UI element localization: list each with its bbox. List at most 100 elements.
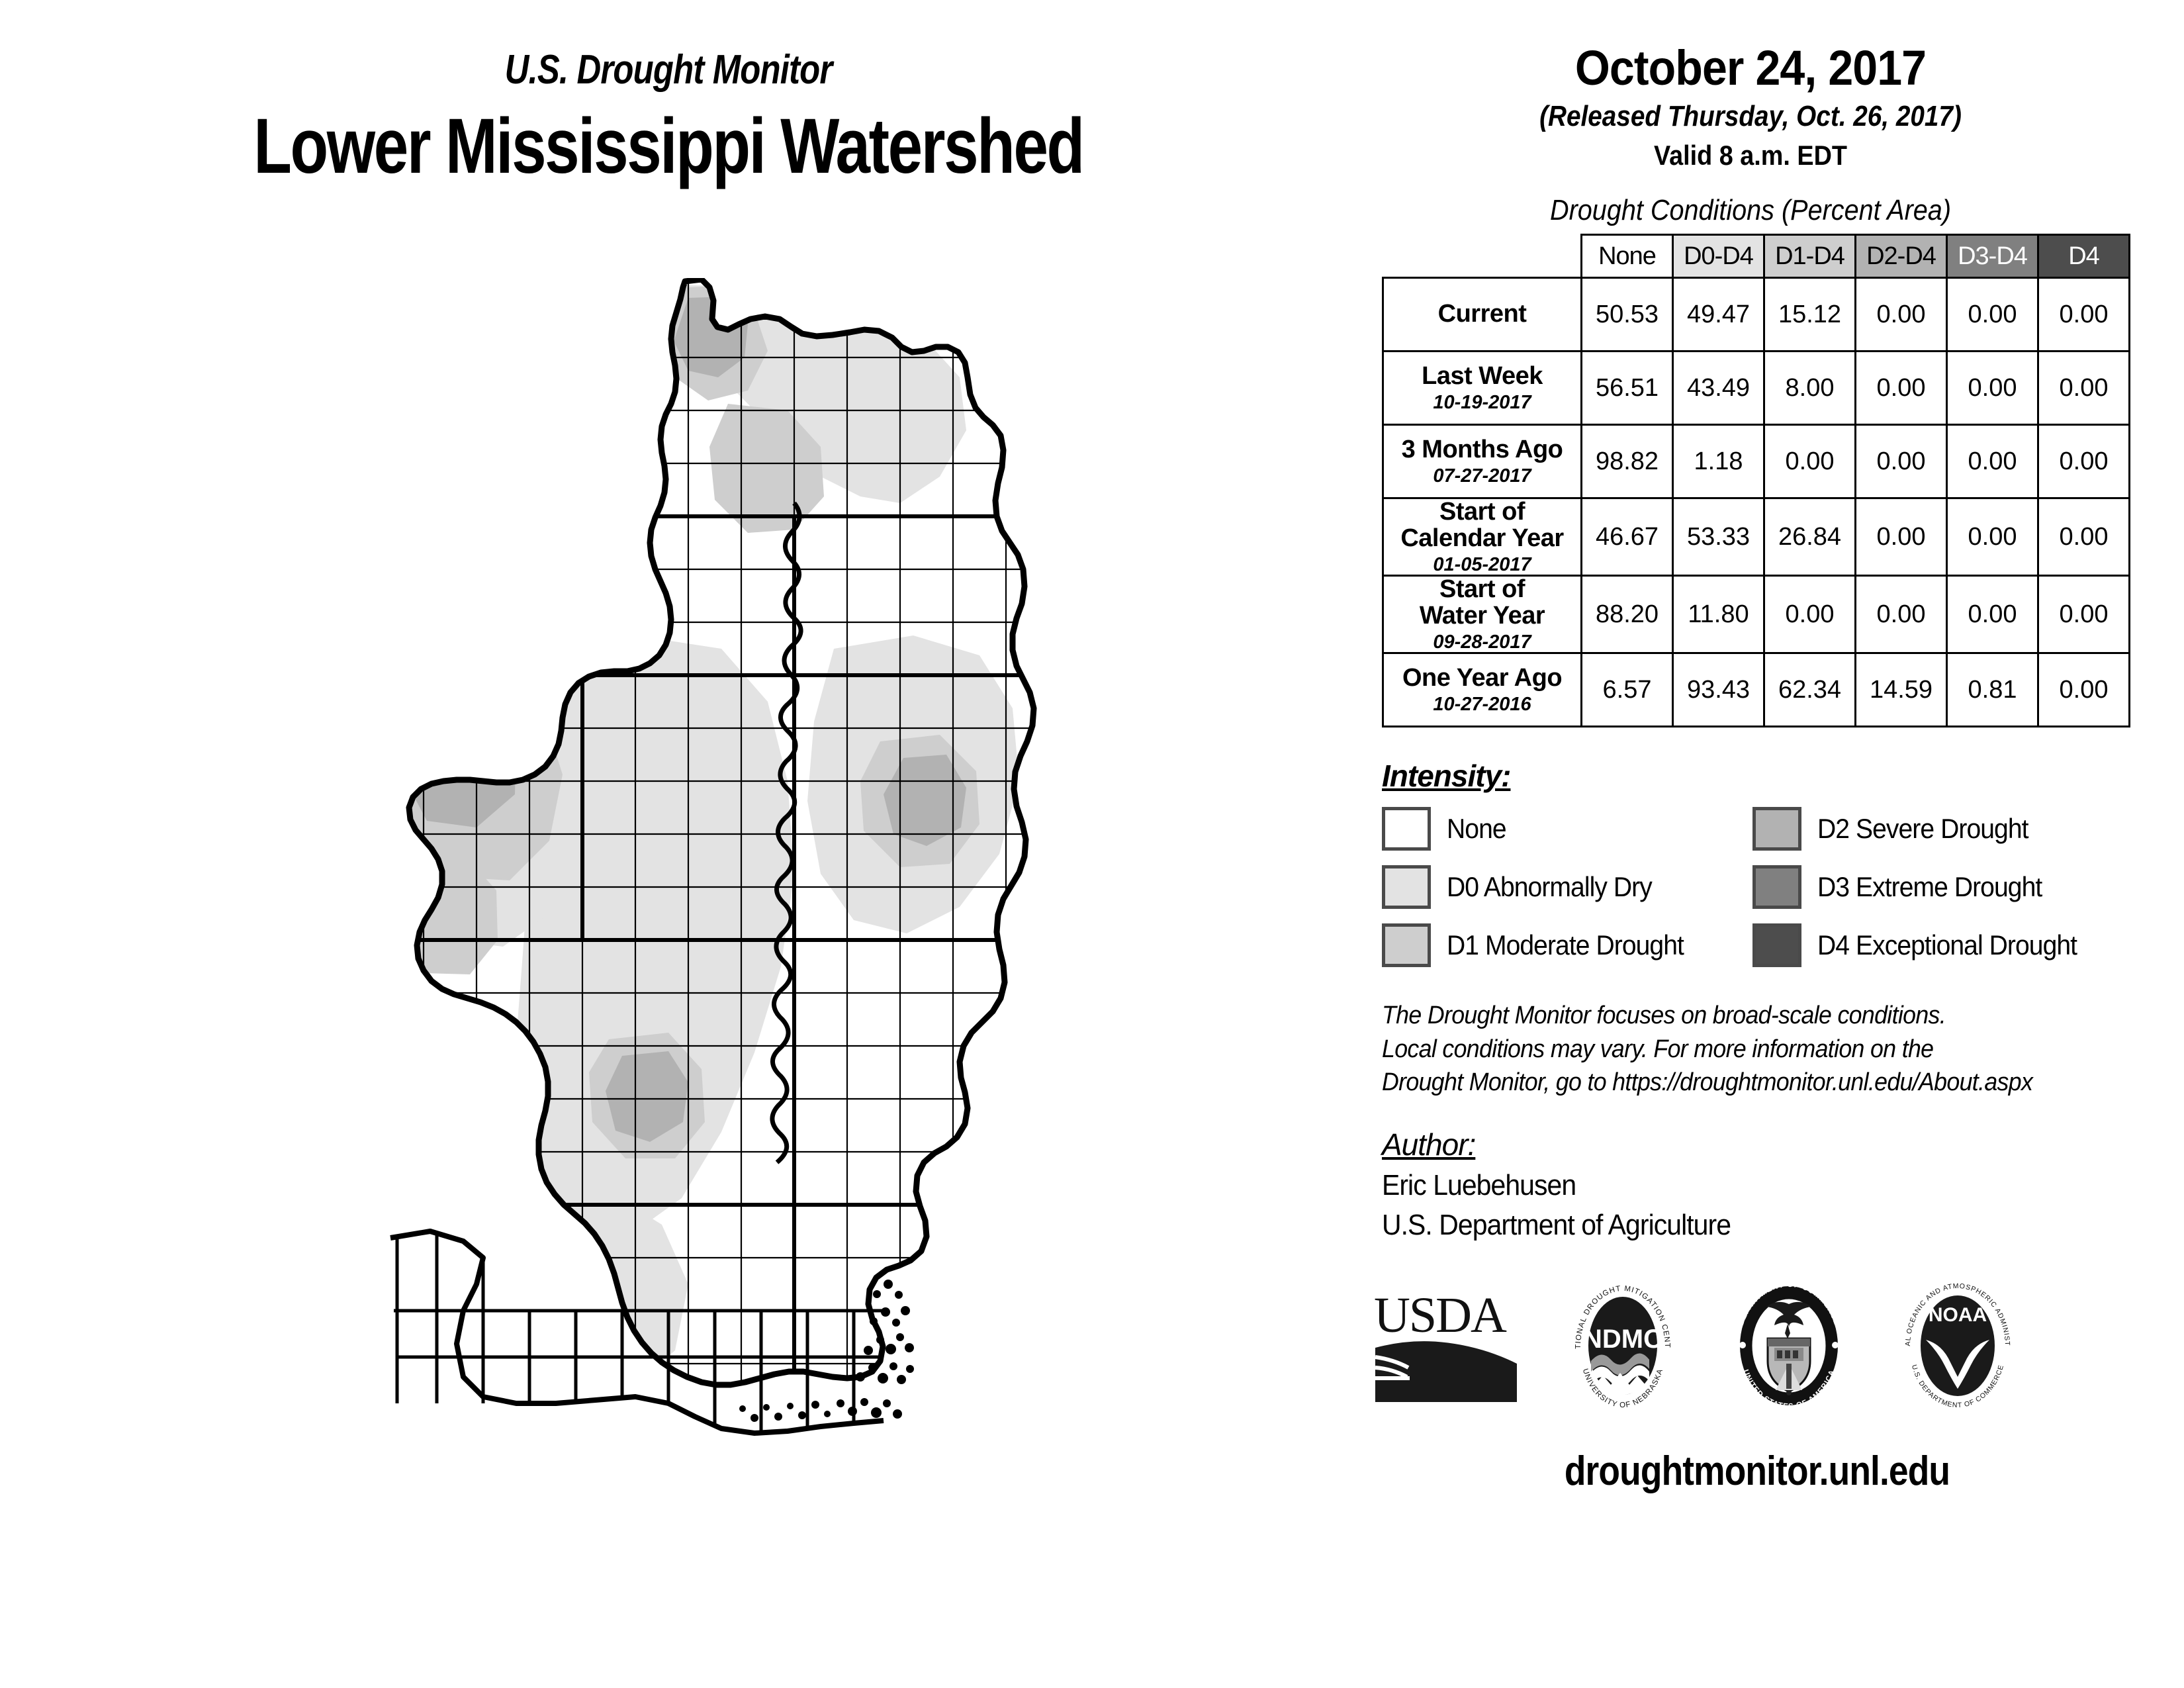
table-row: Start of Water Year 09-28-2017 88.20 11.… [1382,575,2130,655]
col-header-d0d4: D0-D4 [1672,234,1765,279]
swatch-d0-icon [1382,865,1431,910]
row-label-date: 10-19-2017 [1433,391,1531,413]
disclaimer-line-2: Local conditions may vary. For more info… [1382,1035,1934,1063]
row-label-date: 09-28-2017 [1433,632,1531,653]
cell-oneyear-none: 6.57 [1580,652,1674,728]
cell-wateryear-d2d4: 0.00 [1854,575,1948,655]
disclaimer-text: The Drought Monitor focuses on broad-sca… [1382,999,2164,1098]
d2-region-south-core [606,1051,688,1142]
svg-text:NDMC: NDMC [1583,1325,1662,1354]
col-header-d1d4: D1-D4 [1763,234,1856,279]
author-organization: U.S. Department of Agriculture [1382,1208,1731,1241]
usda-logo: USDA [1370,1284,1522,1410]
disclaimer-line-3: Drought Monitor, go to https://droughtmo… [1382,1068,2033,1096]
cell-wateryear-d1d4: 0.00 [1763,575,1856,655]
svg-text:USDA: USDA [1374,1288,1507,1343]
table-row: Start of Calendar Year 01-05-2017 46.67 … [1382,496,2130,577]
cell-3months-none: 98.82 [1580,424,1674,499]
cell-calyear-d2d4: 0.00 [1854,496,1948,577]
table-body: Current 50.53 49.47 15.12 0.00 0.00 0.00… [1382,277,2130,728]
cell-current-d1d4: 15.12 [1763,277,1856,352]
ndmc-logo: NDMC NATIONAL DROUGHT MITIGATION CENTER … [1559,1270,1684,1419]
legend-item-none: None [1382,807,1752,851]
gulf-coast-delta [390,1229,914,1436]
cell-calyear-d1d4: 26.84 [1763,496,1856,577]
cell-3months-d3d4: 0.00 [1946,424,2039,499]
row-label-one-year-ago: One Year Ago 10-27-2016 [1382,652,1582,728]
report-date: October 24, 2017 [1574,40,1927,95]
cell-lastweek-d3d4: 0.00 [1946,350,2039,426]
table-header-row: None D0-D4 D1-D4 D2-D4 D3-D4 D4 [1383,234,2130,279]
cell-oneyear-d0d4: 93.43 [1672,652,1765,728]
d1-region-north-band [709,404,824,533]
author-block: Author: Eric Luebehusen U.S. Department … [1382,1127,2164,1242]
cell-3months-d0d4: 1.18 [1672,424,1765,499]
row-label-date: 10-27-2016 [1433,694,1531,716]
page-subtitle: U.S. Drought Monitor [504,47,833,93]
legend-item-d0: D0 Abnormally Dry [1382,865,1752,910]
legend-label-d4: D4 Exceptional Drought [1817,929,2077,961]
row-label-line2: Water Year [1419,602,1545,630]
lower-mississippi-watershed-map [265,278,1092,1443]
row-label-line1: Start of [1439,575,1525,604]
swatch-d1-icon [1382,923,1431,968]
watershed-outline [406,278,1037,1388]
legend-label-d2: D2 Severe Drought [1817,813,2028,845]
cell-calyear-d3d4: 0.00 [1946,496,2039,577]
cell-lastweek-none: 56.51 [1580,350,1674,426]
col-header-d2d4: D2-D4 [1854,234,1948,279]
cell-oneyear-d3d4: 0.81 [1946,652,2039,728]
cell-calyear-none: 46.67 [1580,496,1674,577]
col-header-none: None [1580,234,1674,279]
cell-wateryear-d0d4: 11.80 [1672,575,1765,655]
doc-seal: DEPARTMENT OF COMMERCE UNITED STATES OF … [1724,1276,1853,1419]
cell-lastweek-d4: 0.00 [2037,350,2130,426]
d2-region-east-core [884,755,966,846]
cell-oneyear-d2d4: 14.59 [1854,652,1948,728]
row-label-date: 01-05-2017 [1433,553,1531,575]
cell-3months-d2d4: 0.00 [1854,424,1948,499]
table-row: Current 50.53 49.47 15.12 0.00 0.00 0.00 [1382,277,2130,352]
row-label-3-months-ago: 3 Months Ago 07-27-2017 [1382,424,1582,499]
row-label-text: Last Week [1422,361,1543,390]
col-header-d4: D4 [2037,234,2130,279]
d0-region-central-corridor [516,635,794,1231]
cell-lastweek-d0d4: 43.49 [1672,350,1765,426]
row-label-text: Current [1437,300,1527,328]
swatch-d3-icon [1752,865,1801,910]
table-title: Drought Conditions (Percent Area) [1549,194,1952,226]
legend-label-none: None [1447,813,1507,845]
row-label-line1: Start of [1439,498,1525,526]
cell-lastweek-d2d4: 0.00 [1854,350,1948,426]
cell-wateryear-d3d4: 0.00 [1946,575,2039,655]
row-label-text: One Year Ago [1402,664,1563,692]
drought-conditions-table: None D0-D4 D1-D4 D2-D4 D3-D4 D4 Current … [1382,234,2130,728]
row-label-line2: Calendar Year [1400,524,1564,552]
table-row: One Year Ago 10-27-2016 6.57 93.43 62.34… [1382,652,2130,728]
cell-oneyear-d4: 0.00 [2037,652,2130,728]
intensity-legend-grid: None D2 Severe Drought D0 Abnormally Dry… [1382,807,2143,968]
cell-current-d2d4: 0.00 [1854,277,1948,352]
row-label-text: 3 Months Ago [1401,435,1563,463]
swatch-d4-icon [1752,923,1801,968]
cell-oneyear-d1d4: 62.34 [1763,652,1856,728]
valid-time: Valid 8 a.m. EDT [1653,140,1848,171]
svg-text:NOAA: NOAA [1929,1304,1987,1326]
cell-calyear-d4: 0.00 [2037,496,2130,577]
cell-lastweek-d1d4: 8.00 [1763,350,1856,426]
cell-3months-d4: 0.00 [2037,424,2130,499]
cell-current-d0d4: 49.47 [1672,277,1765,352]
noaa-logo: NOAA NATIONAL OCEANIC AND ATMOSPHERIC AD… [1889,1270,2022,1419]
table-row: Last Week 10-19-2017 56.51 43.49 8.00 0.… [1382,350,2130,426]
row-label-start-water-year: Start of Water Year 09-28-2017 [1382,575,1582,655]
legend-label-d0: D0 Abnormally Dry [1447,871,1653,903]
cell-current-d4: 0.00 [2037,277,2130,352]
footer-url: droughtmonitor.unl.edu [1564,1448,1950,1494]
intensity-legend-title: Intensity: [1382,759,1511,794]
table-row: 3 Months Ago 07-27-2017 98.82 1.18 0.00 … [1382,424,2130,499]
row-label-current: Current [1382,277,1582,352]
legend-label-d3: D3 Extreme Drought [1817,871,2042,903]
row-label-start-calendar-year: Start of Calendar Year 01-05-2017 [1382,496,1582,577]
legend-item-d2: D2 Severe Drought [1752,807,2143,851]
logo-row: USDA NDMC NATIONAL DROUGHT MITI [1370,1270,2164,1419]
